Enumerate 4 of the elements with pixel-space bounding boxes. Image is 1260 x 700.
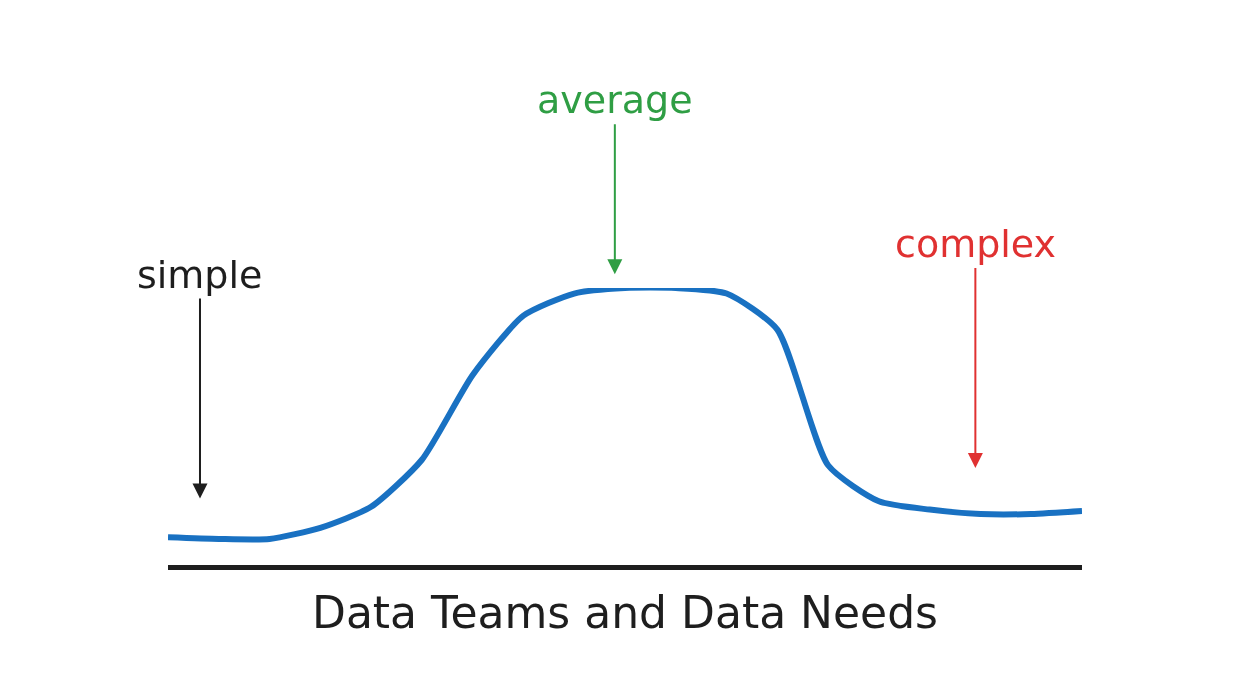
x-axis-title: Data Teams and Data Needs (312, 587, 938, 639)
text: complex (895, 222, 1057, 266)
text: average (537, 78, 693, 122)
annotation: simple (137, 253, 263, 297)
